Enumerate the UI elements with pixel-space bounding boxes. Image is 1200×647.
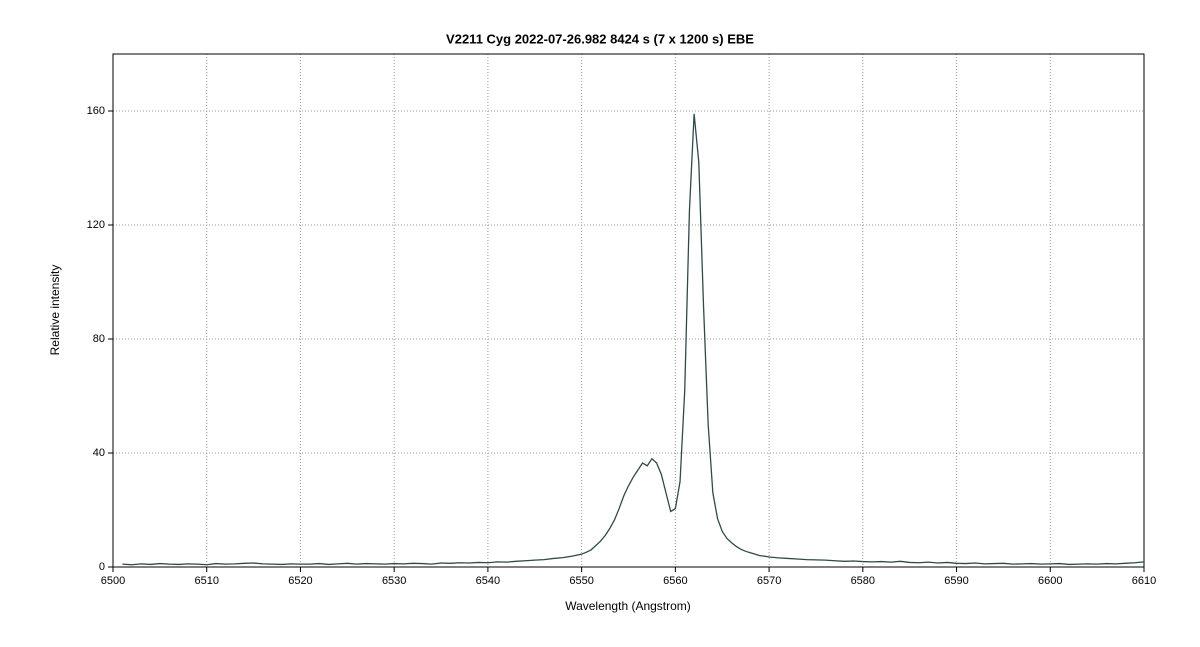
y-tick-label: 80 xyxy=(93,333,105,345)
x-tick-label: 6550 xyxy=(569,575,593,587)
x-tick-label: 6500 xyxy=(101,575,125,587)
x-tick-label: 6610 xyxy=(1132,575,1156,587)
x-tick-label: 6530 xyxy=(382,575,406,587)
x-axis-label: Wavelength (Angstrom) xyxy=(565,599,691,613)
x-tick-label: 6590 xyxy=(944,575,968,587)
y-axis-label: Relative intensity xyxy=(48,265,62,356)
plot-frame xyxy=(112,53,1145,568)
y-tick-label: 0 xyxy=(99,561,105,573)
spectrum-line xyxy=(122,113,1145,566)
y-tick-label: 40 xyxy=(93,447,105,459)
x-tick-label: 6600 xyxy=(1038,575,1062,587)
chart-title: V2211 Cyg 2022-07-26.982 8424 s (7 x 120… xyxy=(446,31,754,46)
y-tick-label: 120 xyxy=(87,219,105,231)
x-tick-label: 6580 xyxy=(851,575,875,587)
x-tick-label: 6570 xyxy=(757,575,781,587)
x-tick-label: 6540 xyxy=(476,575,500,587)
x-tick-label: 6510 xyxy=(194,575,218,587)
x-tick-label: 6520 xyxy=(288,575,312,587)
y-tick-label: 160 xyxy=(87,105,105,117)
x-tick-label: 6560 xyxy=(663,575,687,587)
